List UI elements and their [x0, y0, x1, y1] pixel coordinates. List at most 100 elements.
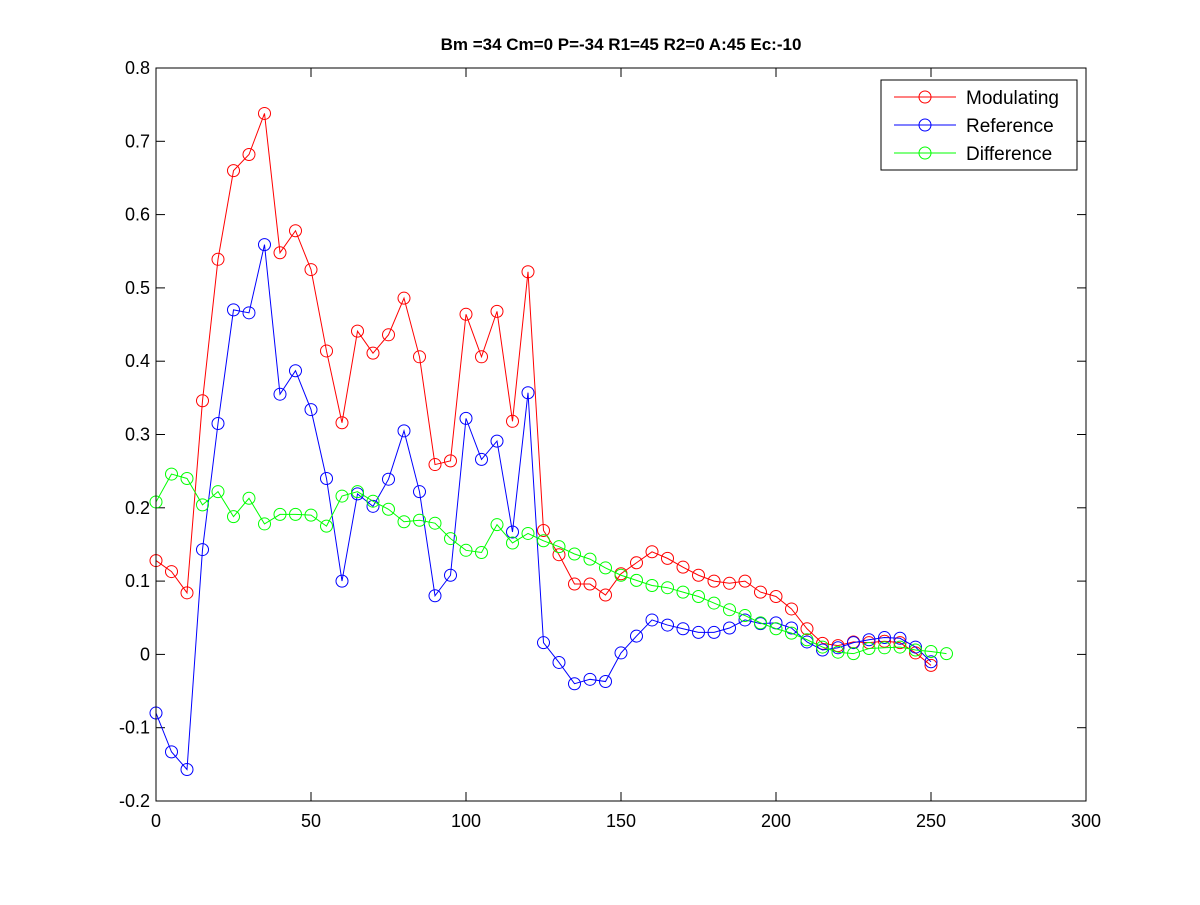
data-point [645, 613, 659, 627]
data-point [165, 745, 178, 759]
data-point [645, 579, 659, 592]
data-point [335, 489, 349, 503]
data-point [196, 394, 209, 408]
data-point [583, 672, 597, 686]
data-point [878, 631, 891, 645]
x-tick-label: 200 [761, 811, 791, 831]
data-point [661, 618, 674, 632]
data-point [878, 634, 891, 648]
y-tick-label: 0.1 [125, 571, 150, 591]
y-tick-label: 0 [140, 644, 150, 664]
data-point [304, 263, 318, 277]
data-point [211, 417, 225, 430]
x-tick-label: 300 [1071, 811, 1101, 831]
data-point [847, 636, 860, 650]
data-point [506, 414, 519, 428]
data-point [552, 540, 566, 554]
plot-area [156, 68, 1086, 801]
data-point [289, 364, 302, 378]
data-point [816, 643, 829, 657]
data-point [521, 265, 535, 279]
data-point [630, 573, 643, 587]
x-tick-label: 100 [451, 811, 481, 831]
data-point [599, 675, 612, 689]
data-point [444, 532, 457, 546]
data-point [428, 458, 442, 472]
series-layer [149, 106, 953, 776]
data-point [893, 631, 907, 645]
data-point [676, 622, 690, 636]
data-point [552, 548, 566, 562]
y-tick-label: 0.4 [125, 351, 150, 371]
series-difference [149, 467, 953, 661]
data-point [165, 467, 178, 481]
legend-label: Modulating [966, 88, 1059, 109]
data-point [366, 346, 380, 360]
y-tick-label: 0.6 [125, 205, 150, 225]
y-tick-label: 0.8 [125, 58, 150, 78]
data-point [676, 560, 690, 574]
data-point [599, 561, 612, 575]
y-tick-label: 0.3 [125, 425, 150, 445]
x-axis: 0 50 100 150 200 250 300 [151, 68, 1101, 831]
data-point [924, 644, 938, 658]
data-point [568, 577, 581, 591]
y-tick-label: 0.7 [125, 131, 150, 151]
data-point [738, 613, 752, 627]
data-point [196, 498, 209, 512]
x-tick-label: 250 [916, 811, 946, 831]
data-point [320, 519, 333, 533]
data-point [382, 502, 395, 516]
data-point [258, 517, 271, 531]
data-point [258, 238, 271, 252]
series-line [155, 473, 947, 655]
data-point [490, 304, 504, 318]
data-point [459, 543, 473, 557]
data-point [165, 565, 178, 579]
data-point [552, 655, 566, 669]
data-point [366, 494, 380, 508]
data-point [676, 585, 690, 599]
data-point [769, 589, 783, 603]
data-point [661, 551, 674, 565]
data-point [444, 454, 457, 468]
data-point [475, 452, 488, 466]
data-point [785, 602, 798, 616]
data-point [304, 508, 318, 522]
data-point [227, 510, 240, 524]
data-point [831, 641, 845, 655]
data-point [180, 471, 194, 485]
data-point [862, 642, 876, 656]
data-point [506, 536, 519, 550]
data-point [878, 641, 891, 655]
data-point [924, 658, 938, 672]
data-point [382, 472, 395, 486]
data-point [180, 762, 194, 776]
series-reference [149, 238, 938, 776]
data-point [738, 574, 752, 588]
data-point [568, 677, 581, 691]
y-tick-label: -0.2 [119, 791, 150, 811]
y-tick-label: -0.1 [119, 718, 150, 738]
data-point [413, 350, 426, 364]
data-point [723, 621, 736, 635]
data-point [909, 643, 922, 657]
data-point [242, 306, 256, 320]
data-point [661, 581, 674, 595]
data-point [506, 525, 519, 539]
data-point [692, 568, 705, 582]
data-point [428, 516, 442, 530]
data-point [816, 636, 829, 650]
data-point [692, 625, 705, 639]
series-modulating [149, 106, 938, 672]
data-point [831, 645, 845, 659]
data-point [258, 106, 271, 120]
data-point [320, 471, 333, 485]
data-point [289, 224, 302, 238]
data-point [196, 543, 209, 557]
legend-label: Reference [966, 116, 1054, 137]
data-point [723, 576, 736, 590]
legend: Modulating Reference Difference [880, 79, 1078, 171]
data-point [893, 636, 907, 650]
